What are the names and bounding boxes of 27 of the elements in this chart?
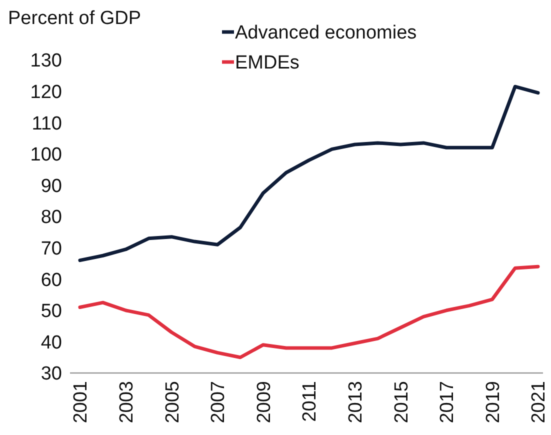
y-tick-label: 130 — [30, 50, 62, 72]
x-tick-label: 2003 — [116, 381, 138, 424]
x-tick-label: 2009 — [254, 381, 275, 424]
y-tick-label: 60 — [40, 270, 62, 291]
line-series — [78, 264, 540, 360]
y-tick-label: 120 — [30, 82, 62, 103]
y-tick-label: 90 — [40, 176, 62, 197]
y-tick-label: 100 — [30, 144, 62, 166]
legend-label: Advanced economies — [235, 22, 417, 44]
x-tick-label: 2013 — [345, 381, 366, 424]
x-tick-label: 2017 — [437, 381, 458, 424]
x-tick-label: 2015 — [391, 381, 412, 424]
x-tick-label: 2001 — [70, 381, 92, 424]
x-tick-label: 2007 — [208, 381, 230, 424]
x-tick-label: 2021 — [528, 381, 550, 424]
line-series — [78, 84, 540, 262]
y-axis-title: Percent of GDP — [8, 8, 142, 29]
x-tick-label: 2005 — [162, 381, 184, 424]
y-tick-label: 40 — [40, 332, 62, 354]
y-tick-label: 70 — [40, 238, 62, 260]
x-tick-label: 2019 — [482, 381, 504, 424]
y-tick-label: 110 — [32, 113, 62, 134]
y-tick-label: 80 — [40, 207, 62, 228]
y-tick-label: 30 — [40, 364, 62, 385]
legend-label: EMDEs — [235, 52, 300, 74]
x-tick-label: 2011 — [300, 381, 321, 422]
y-tick-label: 50 — [40, 301, 62, 322]
